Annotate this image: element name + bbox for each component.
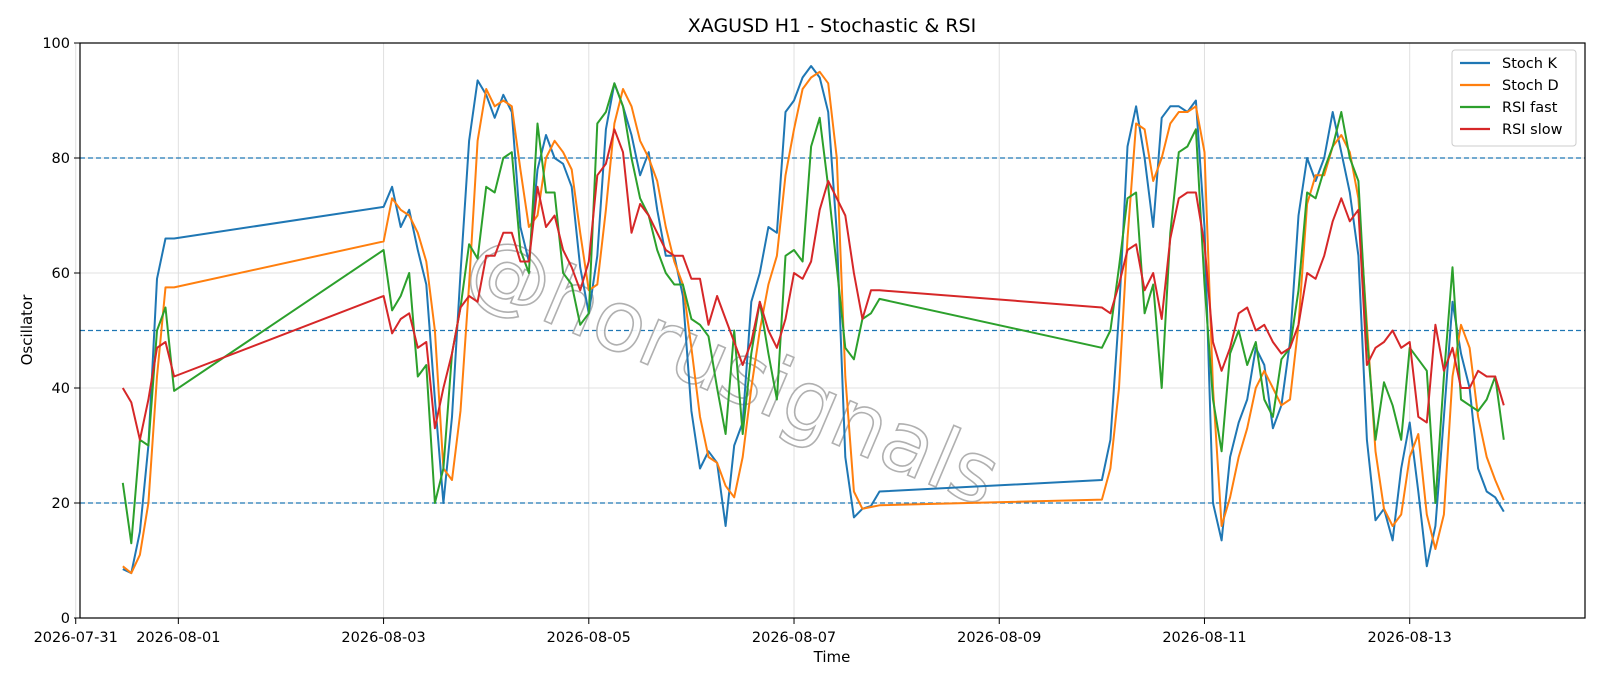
legend-label-stoch-k: Stoch K <box>1502 56 1558 72</box>
y-tick-label: 80 <box>52 151 70 167</box>
x-axis-ticks: 2026-07-31 2026-08-01 2026-08-03 2026-08-05… <box>34 618 1452 646</box>
series-line-stoch-d <box>122 70 1505 575</box>
legend-item-stoch-d: Stoch D <box>1460 78 1559 94</box>
series-line-rsi-fast <box>121 82 1505 545</box>
legend-box <box>1451 49 1577 147</box>
y-axis-ticks: 0 20 40 60 80 100 <box>42 36 80 627</box>
y-axis-label: Oscillator <box>18 294 36 366</box>
x-tick-label: 2026-08-11 <box>1162 630 1246 646</box>
legend-item-rsi-fast: RSI fast <box>1460 100 1558 116</box>
legend-label-rsi-fast: RSI fast <box>1502 100 1558 116</box>
x-tick-label: 2026-08-13 <box>1368 630 1452 646</box>
legend-label-rsi-slow: RSI slow <box>1502 122 1563 138</box>
x-tick-label: 2026-08-03 <box>341 630 425 646</box>
legend-item-stoch-k: Stoch K <box>1460 56 1558 72</box>
x-tick-label: 2026-08-07 <box>752 630 836 646</box>
series-lines <box>121 65 1505 575</box>
y-tick-label: 20 <box>52 496 70 512</box>
chart-title: XAGUSD H1 - Stochastic & RSI <box>688 15 976 37</box>
x-tick-label: 2026-07-31 <box>34 630 118 646</box>
legend: Stoch K Stoch D RSI fast RSI slow <box>1451 49 1577 147</box>
y-tick-label: 0 <box>61 611 70 627</box>
y-tick-label: 100 <box>42 36 70 52</box>
legend-label-stoch-d: Stoch D <box>1502 78 1559 94</box>
x-axis-label: Time <box>813 648 851 666</box>
x-tick-label: 2026-08-09 <box>957 630 1041 646</box>
plot-frame <box>79 42 1586 619</box>
legend-item-rsi-slow: RSI slow <box>1460 122 1563 138</box>
x-tick-label: 2026-08-01 <box>136 630 220 646</box>
y-tick-label: 40 <box>52 381 70 397</box>
y-tick-label: 60 <box>52 266 70 282</box>
series-line-rsi-slow <box>121 128 1505 441</box>
x-tick-label: 2026-08-05 <box>547 630 631 646</box>
reference-lines <box>80 157 1585 504</box>
